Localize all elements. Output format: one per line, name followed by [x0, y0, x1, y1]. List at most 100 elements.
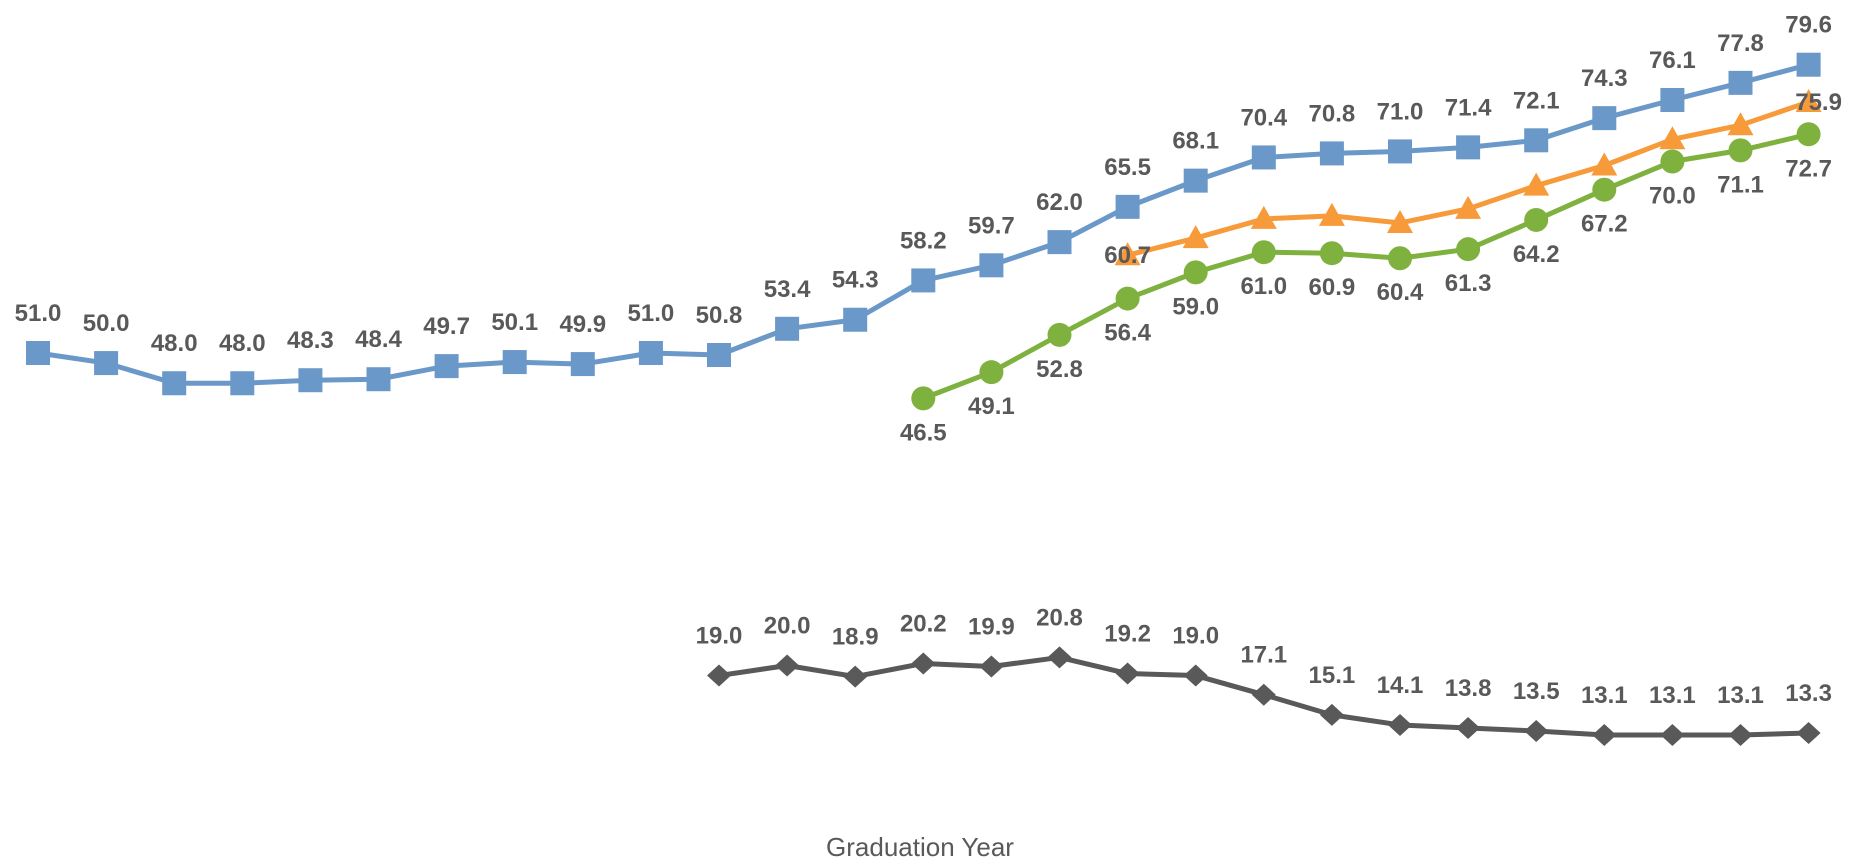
data-label: 75.9: [1795, 89, 1842, 116]
data-label: 56.4: [1104, 320, 1151, 347]
data-label: 13.5: [1513, 678, 1560, 705]
data-point-marker: [1659, 126, 1686, 150]
data-point-marker: [1660, 724, 1685, 747]
data-label: 77.8: [1717, 30, 1764, 57]
data-point-marker: [1047, 646, 1072, 669]
data-point-marker: [1319, 703, 1344, 726]
data-point-marker: [1387, 209, 1413, 233]
data-point-marker: [1728, 724, 1753, 747]
data-label: 48.4: [355, 326, 402, 353]
x-axis-title: Graduation Year: [826, 832, 1014, 861]
data-label: 71.0: [1377, 98, 1424, 125]
data-label: 71.1: [1717, 171, 1764, 198]
data-point-marker: [1456, 716, 1481, 739]
data-point-marker: [1592, 177, 1617, 202]
data-label: 61.0: [1240, 273, 1287, 300]
series-diamond: [707, 646, 1821, 747]
data-point-marker: [1456, 135, 1481, 160]
data-label: 13.1: [1581, 682, 1628, 709]
data-label: 52.8: [1036, 356, 1083, 383]
data-label-layer: 51.0 50.0 48.0 48.0 48.3 48.4 49.7 50.1 49.9 51.0…: [15, 12, 1842, 709]
data-point-marker: [1727, 112, 1754, 136]
data-point-marker: [911, 652, 936, 675]
data-point-marker: [1523, 172, 1550, 196]
data-point-marker: [1182, 225, 1209, 249]
data-label: 19.0: [696, 623, 743, 650]
data-label: 20.0: [764, 612, 811, 639]
data-label: 76.1: [1649, 47, 1696, 74]
series-line: [1125, 99, 1812, 258]
data-label: 49.1: [968, 393, 1015, 420]
data-point-marker: [1183, 664, 1208, 687]
data-label: 15.1: [1309, 662, 1356, 689]
data-label: 58.2: [900, 227, 947, 254]
data-label: 59.0: [1172, 293, 1219, 320]
data-label: 49.7: [423, 313, 470, 340]
data-label: 53.4: [764, 276, 811, 303]
data-point-marker: [979, 655, 1004, 678]
data-point-marker: [1796, 52, 1821, 77]
data-label: 13.8: [1445, 675, 1492, 702]
data-label: 64.2: [1513, 241, 1560, 268]
data-point-marker: [1524, 207, 1549, 232]
data-point-marker: [707, 343, 731, 368]
data-point-marker: [1591, 152, 1618, 176]
data-point-marker: [230, 371, 255, 396]
data-point-marker: [775, 316, 800, 341]
data-point-marker: [1183, 168, 1208, 193]
data-point-marker: [911, 386, 936, 411]
data-point-marker: [298, 368, 323, 393]
data-point-marker: [1183, 260, 1208, 285]
data-point-marker: [1592, 724, 1617, 747]
data-point-marker: [1728, 70, 1753, 95]
data-label: 48.0: [219, 330, 266, 357]
data-point-marker: [1388, 713, 1412, 736]
data-point-marker: [1592, 106, 1617, 131]
data-point-marker: [1251, 683, 1276, 706]
data-point-marker: [1388, 246, 1412, 271]
data-point-marker: [1047, 322, 1072, 347]
data-label: 60.9: [1309, 274, 1356, 301]
data-label: 50.1: [491, 309, 538, 336]
data-label: 49.9: [559, 311, 606, 338]
data-label: 50.0: [83, 310, 130, 337]
series-square: [26, 52, 1821, 396]
data-label: 48.3: [287, 327, 334, 354]
data-label: 71.4: [1445, 94, 1492, 121]
data-label: 70.0: [1649, 182, 1696, 209]
data-point-marker: [979, 360, 1004, 385]
data-label: 46.5: [900, 419, 947, 446]
data-label: 72.7: [1785, 155, 1832, 182]
data-label: 65.5: [1104, 154, 1151, 181]
data-point-marker: [1728, 138, 1753, 163]
data-point-marker: [162, 371, 187, 396]
data-label: 62.0: [1036, 189, 1083, 216]
data-point-marker: [1319, 141, 1344, 166]
data-point-marker: [707, 664, 731, 687]
data-label: 20.2: [900, 610, 947, 637]
data-point-marker: [1319, 241, 1344, 266]
data-label: 19.0: [1172, 623, 1219, 650]
data-label: 70.8: [1309, 100, 1356, 127]
series-circle: [911, 122, 1821, 411]
data-label: 18.9: [832, 624, 879, 651]
data-point-marker: [1114, 242, 1141, 266]
data-point-marker: [26, 341, 50, 365]
data-point-marker: [1388, 139, 1412, 164]
data-label: 61.3: [1445, 270, 1492, 297]
data-label: 74.3: [1581, 65, 1628, 92]
data-point-marker: [1115, 286, 1140, 311]
data-point-marker: [94, 351, 119, 376]
data-point-marker: [911, 268, 936, 293]
data-point-marker: [1047, 230, 1072, 255]
data-point-marker: [1115, 662, 1140, 685]
data-point-marker: [1115, 194, 1140, 219]
series-triangle: [1114, 89, 1822, 266]
data-point-marker: [1660, 149, 1685, 174]
data-label: 19.2: [1104, 621, 1151, 648]
data-label: 60.4: [1377, 279, 1424, 306]
data-point-marker: [1456, 237, 1481, 262]
data-label: 70.4: [1240, 104, 1287, 131]
data-label: 59.7: [968, 212, 1015, 239]
data-label: 51.0: [15, 300, 62, 327]
